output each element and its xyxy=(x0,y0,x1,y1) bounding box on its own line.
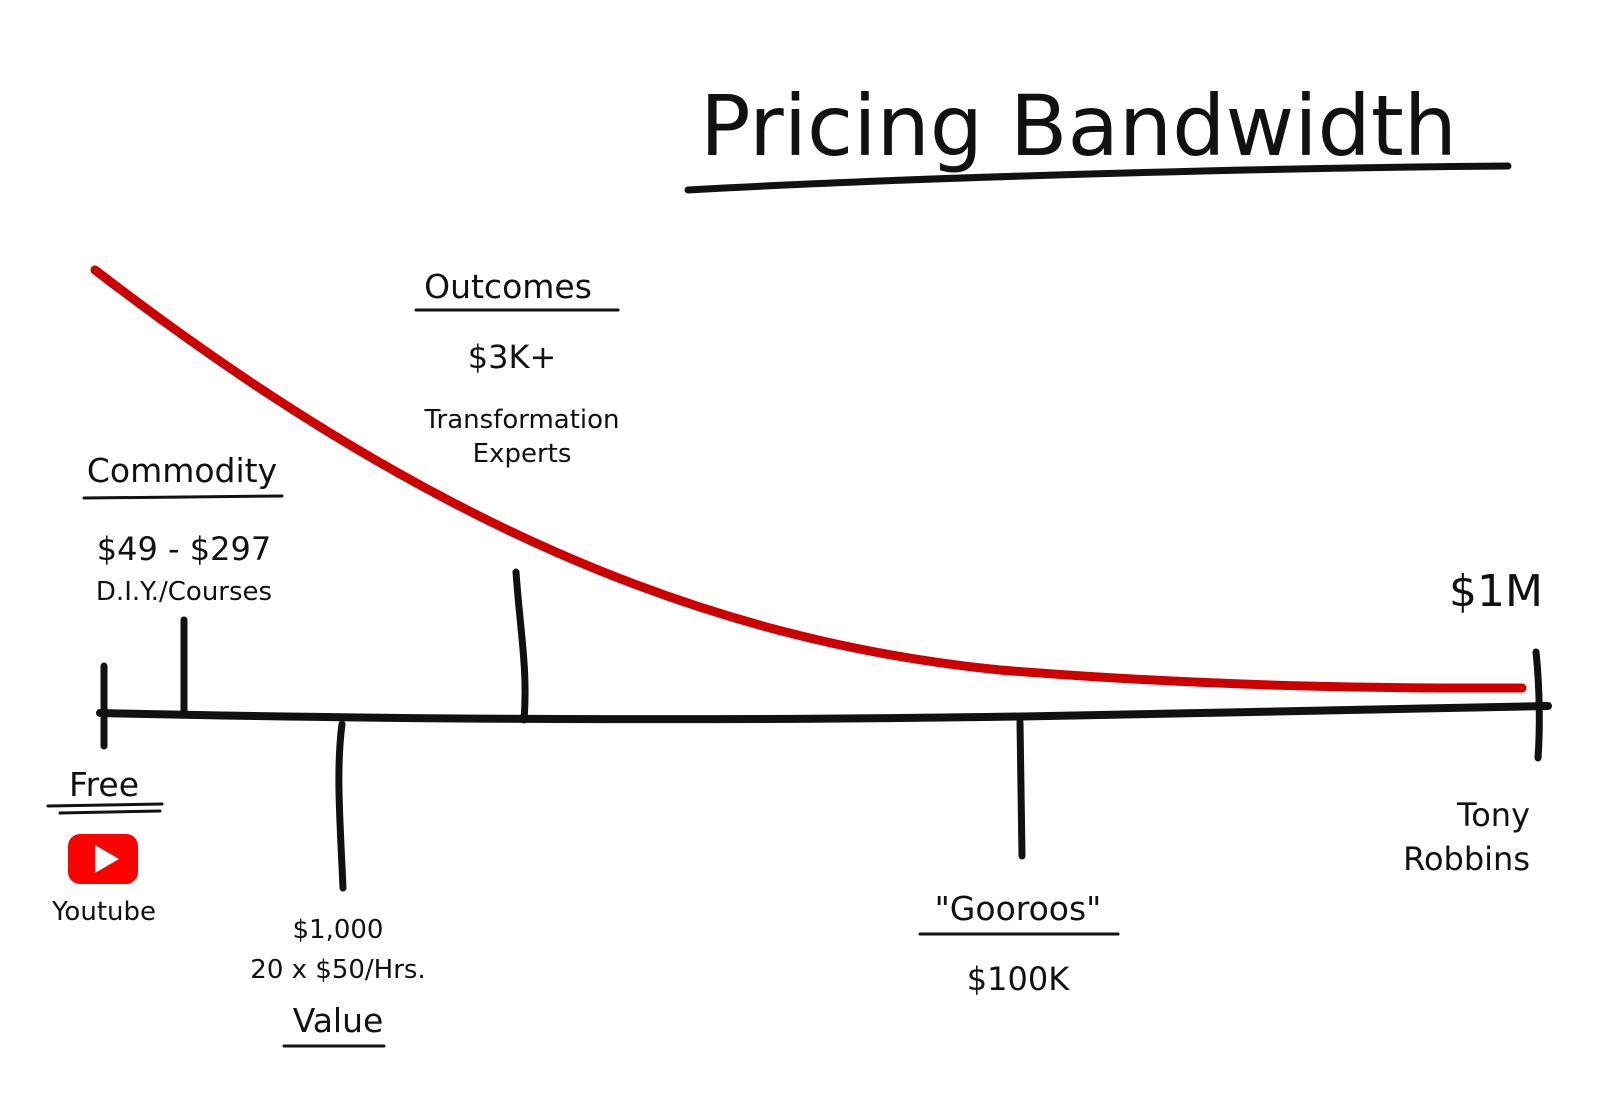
top-name-line2: Robbins xyxy=(1403,840,1530,878)
baseline-axis xyxy=(96,702,1552,724)
value-price: $1,000 xyxy=(293,915,384,945)
free-underline-bottom xyxy=(58,809,162,815)
price-curve xyxy=(90,265,1527,693)
outcomes-note-line2: Experts xyxy=(473,439,572,469)
tick-top xyxy=(1532,648,1543,762)
outcomes-price: $3K+ xyxy=(468,338,557,376)
outcomes-note-line1: Transformation xyxy=(423,405,619,435)
tick-outcomes xyxy=(512,568,529,724)
commodity-underline xyxy=(82,494,284,500)
youtube-play-icon xyxy=(68,834,138,884)
gooroos-heading: "Gooroos" xyxy=(935,889,1102,928)
gooroos-price: $100K xyxy=(967,960,1070,998)
top-price: $1M xyxy=(1449,566,1543,617)
commodity-price: $49 - $297 xyxy=(97,530,271,568)
value-note: 20 x $50/Hrs. xyxy=(250,955,425,985)
free-underline-top xyxy=(46,802,164,808)
value-heading: Value xyxy=(293,1001,384,1040)
outcomes-heading: Outcomes xyxy=(424,267,592,306)
free-heading: Free xyxy=(69,765,139,804)
commodity-heading: Commodity xyxy=(87,451,277,490)
free-note: Youtube xyxy=(51,897,156,927)
diagram-title: Pricing Bandwidth xyxy=(700,77,1457,175)
tick-gooroos xyxy=(1016,718,1026,860)
commodity-note: D.I.Y./Courses xyxy=(96,577,272,607)
title-underline xyxy=(684,162,1512,194)
top-name-line1: Tony xyxy=(1456,796,1530,834)
tick-value xyxy=(335,720,347,892)
